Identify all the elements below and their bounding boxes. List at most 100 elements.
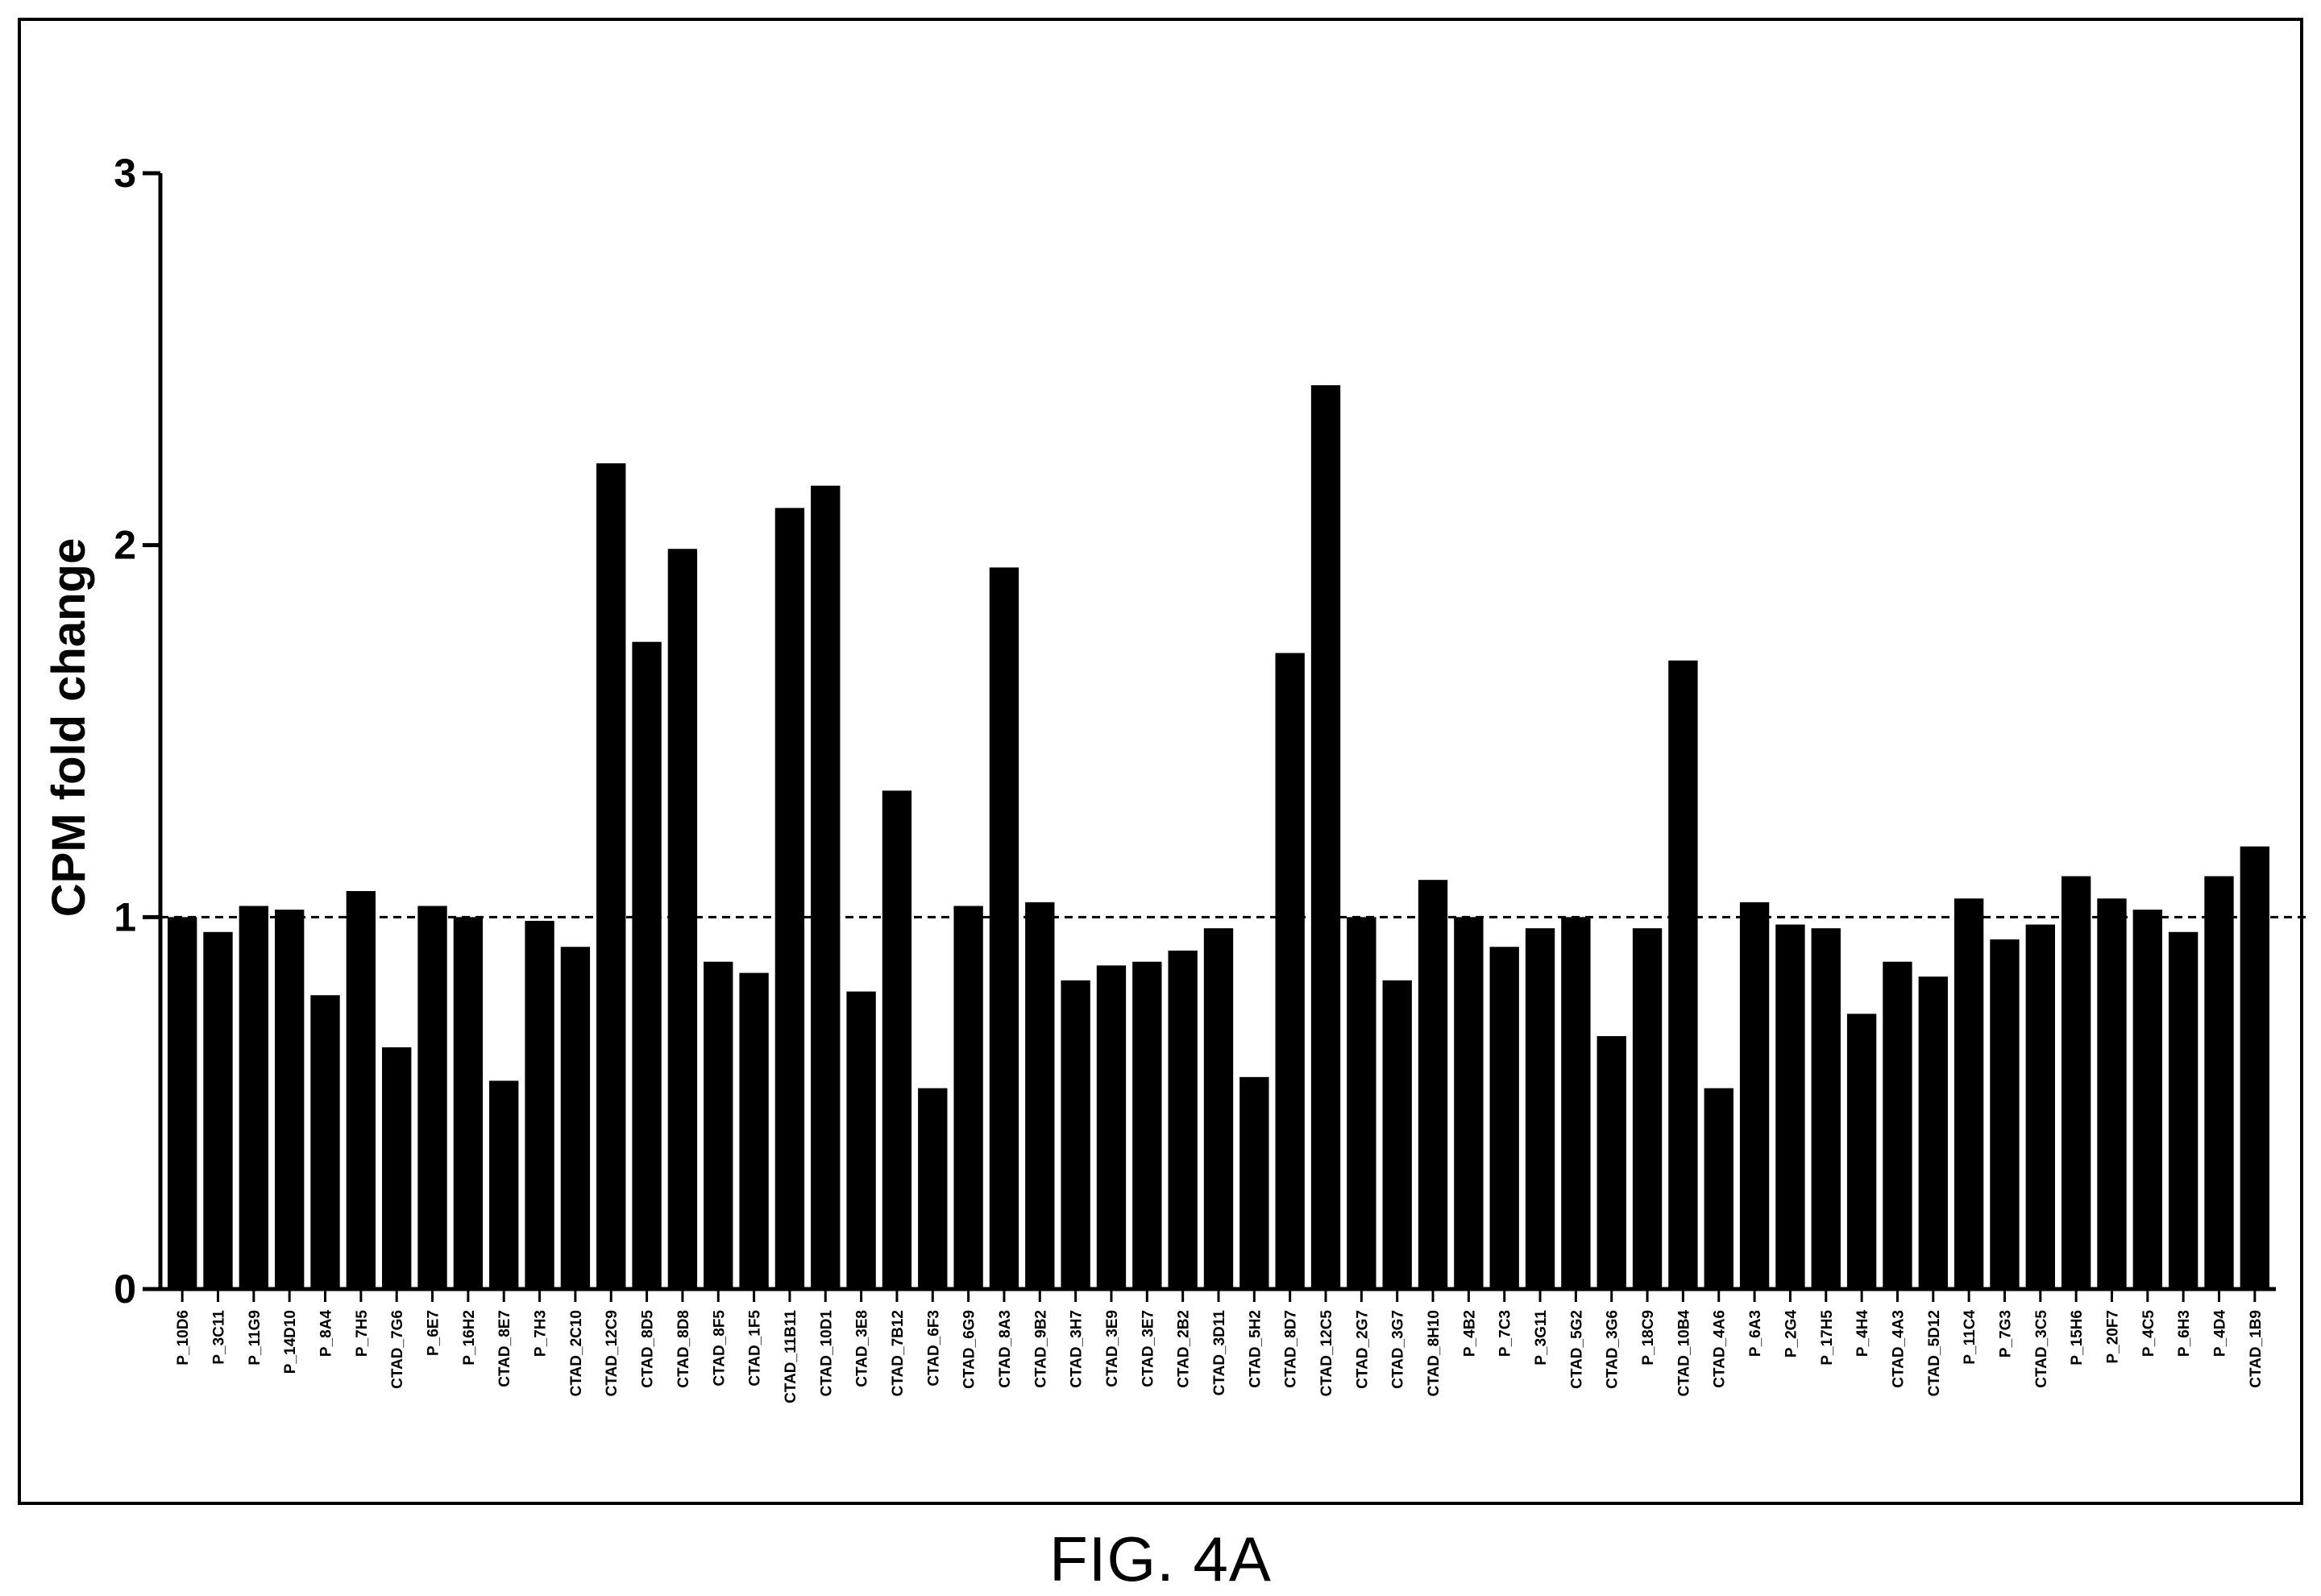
x-category-label: P_3G11	[1533, 1310, 1550, 1366]
x-category-label: CTAD_2G7	[1354, 1310, 1371, 1389]
x-category-label: P_3C11	[211, 1310, 228, 1365]
bar	[846, 991, 876, 1289]
x-category-label: P_15H6	[2069, 1310, 2086, 1366]
x-category-label: CTAD_2B2	[1176, 1310, 1193, 1388]
y-tick-label: 2	[114, 523, 136, 568]
bar	[382, 1047, 412, 1289]
x-category-label: CTAD_7G6	[389, 1310, 406, 1389]
x-category-label: CTAD_12C5	[1318, 1310, 1335, 1397]
x-category-label: P_8A4	[318, 1310, 335, 1358]
x-category-label: P_4C5	[2140, 1310, 2157, 1358]
y-axis: 0 1 2 3	[114, 151, 163, 1312]
x-category-label: CTAD_1F5	[747, 1310, 764, 1387]
bar	[2168, 931, 2199, 1289]
bar	[1275, 653, 1305, 1289]
x-category-label: CTAD_5G2	[1568, 1310, 1585, 1389]
bar	[1061, 980, 1090, 1289]
x-category-label: P_17H5	[1819, 1310, 1836, 1366]
x-category-label: P_7G3	[1997, 1310, 2014, 1358]
bar	[989, 567, 1019, 1289]
bar	[489, 1080, 519, 1289]
x-axis: P_10D6 P_3C11 P_11G9 P_14D10 P_8A4 P_7H5 CTAD_…	[160, 1287, 2276, 1403]
x-category-label: P_7H5	[354, 1310, 371, 1358]
bar	[2240, 846, 2270, 1289]
x-category-label: CTAD_8E7	[496, 1310, 513, 1387]
y-tick-label: 0	[114, 1266, 136, 1312]
bar	[1704, 1088, 1733, 1289]
bar	[275, 910, 305, 1289]
x-category-label: CTAD_7B12	[890, 1310, 907, 1396]
bar	[1489, 947, 1519, 1289]
x-category-label: CTAD_5H2	[1247, 1310, 1264, 1388]
x-category-label: P_6A3	[1747, 1310, 1764, 1357]
x-category-label: CTAD_3E7	[1140, 1310, 1156, 1387]
bar	[417, 906, 447, 1289]
bar	[882, 790, 912, 1289]
x-category-label: CTAD_3D11	[1211, 1310, 1228, 1396]
x-category-label: CTAD_11B11	[783, 1310, 799, 1403]
x-category-label: CTAD_8F5	[711, 1310, 728, 1387]
x-category-label: CTAD_4A6	[1712, 1310, 1729, 1388]
bar	[2025, 924, 2055, 1289]
figure-caption: FIG. 4A	[1049, 1523, 1272, 1594]
x-category-label: P_20F7	[2104, 1310, 2121, 1364]
bar	[1168, 950, 1198, 1289]
bar	[1954, 898, 1984, 1289]
x-category-label: CTAD_10B4	[1675, 1310, 1692, 1397]
bar	[1454, 917, 1484, 1289]
x-category-label: P_7H3	[533, 1310, 550, 1357]
x-category-label: P_16H2	[461, 1310, 478, 1366]
bar	[1846, 1014, 1877, 1289]
x-category-label: CTAD_8H10	[1426, 1310, 1443, 1396]
bar	[1990, 939, 2020, 1289]
bar	[2061, 876, 2091, 1289]
bar	[1418, 880, 1448, 1289]
figure-frame	[18, 18, 2303, 1505]
x-category-label: P_18C9	[1640, 1310, 1657, 1366]
bar	[2132, 910, 2162, 1289]
x-category-label: CTAD_3G7	[1390, 1310, 1407, 1389]
x-category-label: CTAD_5D12	[1926, 1310, 1943, 1396]
x-category-label: CTAD_6G9	[961, 1310, 978, 1389]
bar	[239, 906, 269, 1289]
bar	[1239, 1076, 1269, 1289]
bar	[2204, 876, 2234, 1289]
bar	[1632, 928, 1663, 1289]
x-category-label: CTAD_3G6	[1605, 1310, 1621, 1389]
x-category-label: P_14D10	[282, 1310, 299, 1374]
bar	[1132, 961, 1162, 1289]
bar	[1561, 917, 1591, 1289]
bar	[1918, 976, 1948, 1289]
x-category-label: P_4B2	[1461, 1310, 1478, 1357]
bar	[1883, 961, 1912, 1289]
bar	[1310, 385, 1341, 1289]
bar	[310, 995, 340, 1289]
x-category-label: P_11G9	[247, 1310, 264, 1366]
bar	[2097, 898, 2127, 1289]
x-category-label: CTAD_3E9	[1104, 1310, 1121, 1387]
bar	[704, 961, 733, 1289]
bar	[525, 920, 554, 1289]
bar	[632, 641, 662, 1289]
bar	[1382, 980, 1412, 1289]
x-category-label: P_11C4	[1962, 1310, 1978, 1365]
x-category-label: CTAD_12C9	[604, 1310, 621, 1396]
x-category-label: P_4D4	[2211, 1310, 2228, 1358]
bar	[1775, 924, 1805, 1289]
x-category-label: CTAD_3H7	[1069, 1310, 1086, 1388]
bar	[1203, 928, 1234, 1289]
x-category-label: CTAD_8D8	[675, 1310, 692, 1388]
x-category-label: P_4H4	[1854, 1310, 1871, 1358]
x-category-label: CTAD_3E8	[854, 1310, 871, 1387]
x-category-label: CTAD_1B9	[2248, 1310, 2265, 1388]
x-category-label: P_6E7	[426, 1310, 442, 1356]
y-tick-label: 3	[114, 151, 136, 196]
bar	[774, 508, 805, 1289]
x-category-label: CTAD_10D1	[818, 1310, 835, 1397]
bar	[453, 917, 484, 1289]
bar	[667, 549, 698, 1289]
x-category-label: CTAD_3C5	[2033, 1310, 2050, 1388]
x-category-label: P_6H3	[2176, 1310, 2193, 1357]
x-category-label: CTAD_8D7	[1283, 1310, 1300, 1388]
bar	[346, 891, 376, 1289]
